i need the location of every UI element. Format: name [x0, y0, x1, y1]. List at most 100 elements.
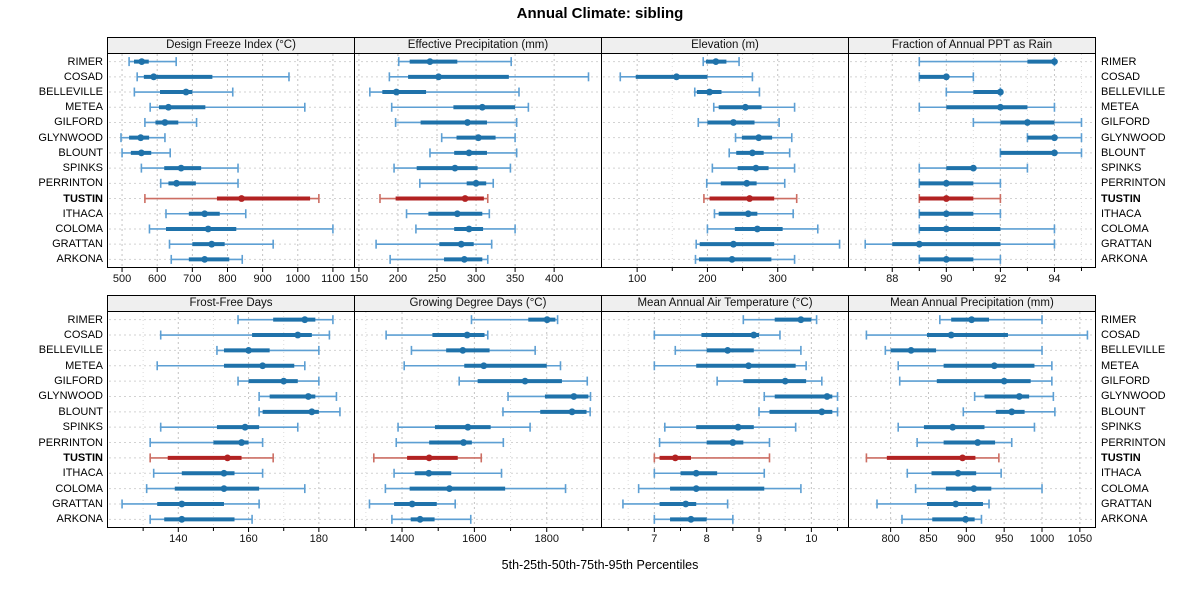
tick-label: 94 [1048, 273, 1061, 285]
tick-label: 900 [253, 273, 272, 285]
tick-label: 900 [957, 533, 976, 545]
tick-label: 1400 [389, 533, 415, 545]
interval-grattan [622, 499, 729, 509]
tick-label: 800 [218, 273, 237, 285]
site-label-belleville: BELLEVILLE [38, 344, 103, 357]
plot-area [850, 312, 1094, 532]
tick-label: 500 [112, 273, 132, 285]
panel-strip: Elevation (m) [602, 38, 848, 54]
site-label-glynwood: GLYNWOOD [1101, 131, 1166, 144]
interval-arkona [389, 254, 489, 264]
site-label-coloma: COLOMA [55, 482, 103, 495]
interval-belleville [945, 87, 1004, 97]
interval-gilford [458, 376, 589, 386]
interval-spinks [140, 163, 239, 173]
site-label-gilford: GILFORD [1101, 375, 1150, 388]
interval-spinks [393, 163, 512, 173]
interval-blount [962, 407, 1056, 417]
site-label-spinks: SPINKS [1101, 162, 1142, 175]
interval-cosad [388, 72, 590, 82]
interval-glynwood [734, 133, 793, 143]
chart-title: Annual Climate: sibling [516, 5, 684, 22]
interval-glynwood [120, 133, 166, 143]
site-label-cosad: COSAD [63, 329, 103, 342]
tick-label: 950 [994, 533, 1014, 545]
interval-belleville [693, 87, 761, 97]
interval-grattan [368, 499, 457, 509]
interval-gilford [972, 117, 1083, 127]
interval-gilford [898, 376, 1053, 386]
tick-label: 180 [309, 533, 329, 545]
site-label-tustin: TUSTIN [63, 192, 103, 205]
interval-grattan [168, 239, 274, 249]
tick-label: 140 [169, 533, 188, 545]
tick-label: 1600 [462, 533, 487, 545]
interval-spinks [711, 163, 796, 173]
interval-blount [758, 407, 839, 417]
site-label-perrinton: PERRINTON [38, 436, 103, 449]
site-label-gilford: GILFORD [1101, 116, 1150, 129]
site-label-metea: METEA [1101, 101, 1139, 114]
interval-tustin [865, 453, 1000, 463]
site-label-arkona: ARKONA [1101, 513, 1148, 526]
interval-tustin [379, 194, 489, 204]
interval-spinks [918, 163, 1029, 173]
interval-metea [390, 102, 530, 112]
interval-perrinton [395, 438, 505, 448]
site-label-belleville: BELLEVILLE [1101, 86, 1166, 99]
interval-belleville [884, 345, 1043, 355]
panel-strip: Frost-Free Days [108, 296, 354, 312]
interval-rimer [702, 57, 740, 67]
interval-rimer [128, 57, 177, 67]
site-label-cosad: COSAD [1101, 329, 1141, 342]
interval-metea [403, 361, 562, 371]
tick-label: 700 [183, 273, 202, 285]
site-label-blount: BLOUNT [58, 405, 103, 418]
tick-label: 200 [698, 273, 717, 285]
interval-perrinton [918, 178, 1002, 188]
interval-blount [429, 148, 518, 158]
panel-effective-precipitation-mm: Effective Precipitation (mm) [354, 37, 602, 272]
site-label-glynwood: GLYNWOOD [38, 390, 103, 403]
tick-label: 1800 [534, 533, 559, 545]
site-label-rimer: RIMER [1101, 313, 1137, 326]
tick-label: 250 [427, 273, 447, 285]
interval-blount [728, 148, 791, 158]
tick-label: 7 [651, 533, 658, 545]
plot-area [356, 312, 600, 532]
tick-label: 1050 [1067, 533, 1093, 545]
site-label-spinks: SPINKS [1101, 421, 1142, 434]
tick-label: 800 [881, 533, 900, 545]
interval-metea [712, 102, 796, 112]
interval-blount [502, 407, 591, 417]
interval-ithaca [165, 209, 247, 219]
interval-tustin [653, 453, 771, 463]
interval-tustin [373, 453, 483, 463]
tick-label: 300 [466, 273, 486, 285]
interval-gilford [716, 376, 823, 386]
site-label-blount: BLOUNT [1101, 146, 1146, 159]
panel-growing-degree-days-c: Growing Degree Days (°C) [354, 295, 602, 532]
interval-coloma [415, 224, 516, 234]
panel-strip: Mean Annual Precipitation (mm) [849, 296, 1095, 312]
site-label-grattan: GRATTAN [52, 238, 103, 251]
interval-coloma [145, 484, 306, 494]
interval-belleville [674, 345, 802, 355]
site-label-perrinton: PERRINTON [38, 177, 103, 190]
site-label-coloma: COLOMA [1101, 482, 1149, 495]
interval-glynwood [507, 391, 592, 401]
interval-coloma [148, 224, 334, 234]
interval-coloma [637, 484, 802, 494]
tick-label: 92 [994, 273, 1007, 285]
site-label-belleville: BELLEVILLE [38, 86, 103, 99]
interval-cosad [865, 330, 1089, 340]
tick-label: 1000 [285, 273, 311, 285]
interval-spinks [664, 422, 797, 432]
interval-rimer [918, 57, 1058, 67]
interval-arkona [918, 254, 1002, 264]
site-label-metea: METEA [1101, 359, 1139, 372]
interval-glynwood [440, 133, 516, 143]
site-label-ithaca: ITHACA [62, 467, 103, 480]
site-label-belleville: BELLEVILLE [1101, 344, 1166, 357]
